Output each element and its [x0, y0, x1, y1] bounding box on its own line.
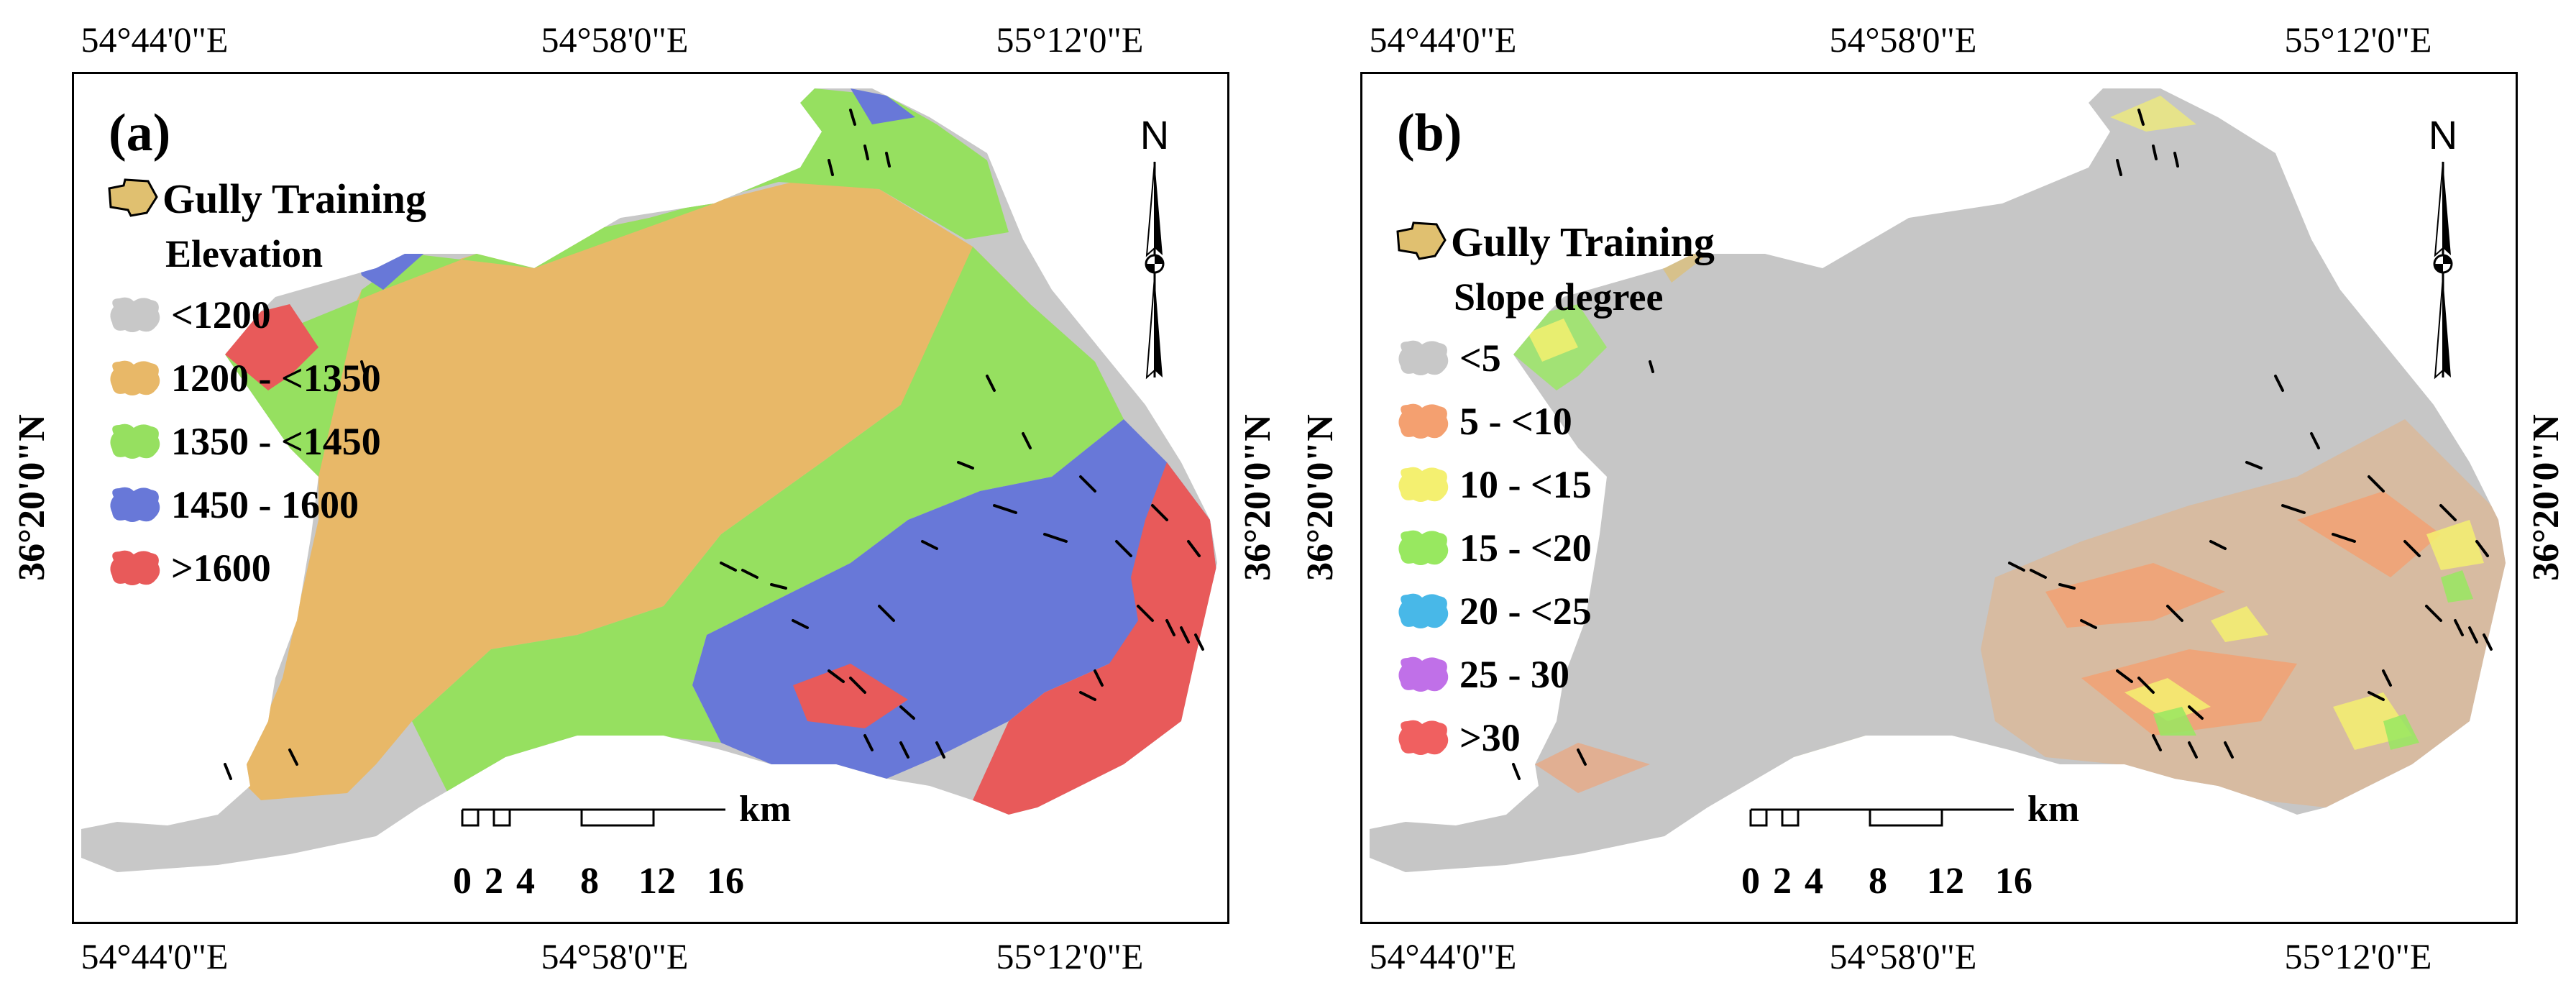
gully-training-marks: [1512, 109, 2493, 780]
scale-bar-graphic: [461, 808, 725, 827]
map-frame: (b) Gully Training Slope degree <5 5 - <1…: [1360, 72, 2518, 924]
scale-bar: 0 2 4 8 12 16 km: [1741, 789, 2240, 922]
legend-item-label: <1200: [171, 293, 271, 337]
legend-item-label: 25 - 30: [1459, 653, 1569, 696]
legend: Gully Training Elevation <1200 1200 - <13…: [106, 171, 426, 600]
panel-label: (b): [1397, 104, 1462, 162]
scale-tick-label: 0: [1741, 861, 1760, 902]
legend-swatch-icon: [1398, 593, 1449, 628]
scale-tick-label: 8: [580, 861, 599, 902]
scale-bar: 0 2 4 8 12 16 km: [453, 789, 951, 922]
elevation-map: [81, 88, 1217, 872]
elevation-map-panel: 54°44'0"E 54°58'0"E 55°12'0"E 54°44'0"E …: [12, 19, 1278, 976]
legend-item: 10 - <15: [1395, 453, 1715, 516]
north-arrow-icon: [2433, 161, 2453, 380]
legend-item: 25 - 30: [1395, 643, 1715, 706]
legend-item-label: 5 - <10: [1459, 400, 1572, 443]
scale-tick-label: 4: [1805, 861, 1823, 902]
scale-tick-label: 12: [638, 861, 676, 902]
top-lon-label-3: 55°12'0"E: [996, 19, 1144, 60]
legend-item: <1200: [106, 283, 426, 347]
legend-item-label: 1450 - 1600: [171, 483, 359, 526]
gully-training-marks: [224, 109, 1204, 780]
bottom-lon-label-2: 54°58'0"E: [541, 936, 689, 976]
legend-swatch-icon: [110, 550, 160, 585]
legend-heading: Elevation: [165, 232, 324, 275]
bottom-lon-label-1: 54°44'0"E: [1369, 936, 1517, 976]
legend-item-label: 10 - <15: [1459, 463, 1592, 506]
gully-training-swatch-icon: [1396, 221, 1447, 260]
legend-swatch-icon: [1398, 467, 1449, 502]
scale-tick-label: 0: [453, 861, 472, 902]
left-lat-label: 36°20'0"N: [12, 414, 52, 581]
slope-map-panel: 54°44'0"E 54°58'0"E 55°12'0"E 54°44'0"E …: [1288, 0, 2576, 998]
top-lon-label-2: 54°58'0"E: [1829, 19, 1977, 60]
legend-training-row: Gully Training: [106, 171, 426, 226]
legend: Gully Training Slope degree <5 5 - <10 10 …: [1395, 214, 1715, 769]
scale-tick-label: 12: [1927, 861, 1964, 902]
right-lat-label: 36°20'0"N: [2526, 414, 2567, 581]
gully-training-swatch-icon: [108, 178, 158, 217]
top-lon-label-3: 55°12'0"E: [2284, 19, 2432, 60]
legend-item-label: <5: [1459, 337, 1501, 380]
legend-training-label: Gully Training: [162, 175, 426, 222]
legend-item-label: >1600: [171, 546, 271, 590]
legend-swatch-icon: [110, 424, 160, 459]
legend-items: <1200 1200 - <1350 1350 - <1450 1450 - 1600…: [106, 283, 426, 600]
panel-label: (a): [109, 104, 171, 162]
legend-item-label: 1350 - <1450: [171, 420, 381, 463]
scale-unit-label: km: [2027, 789, 2080, 830]
legend-item: 5 - <10: [1395, 390, 1715, 453]
legend-training-row: Gully Training: [1395, 214, 1715, 269]
legend-swatch-icon: [1398, 530, 1449, 565]
scale-tick-label: 4: [516, 861, 535, 902]
legend-swatch-icon: [110, 297, 160, 332]
bottom-lon-label-2: 54°58'0"E: [1829, 936, 1977, 976]
legend-item: 20 - <25: [1395, 580, 1715, 643]
legend-item: 1350 - <1450: [106, 410, 426, 473]
top-lon-label-1: 54°44'0"E: [81, 19, 229, 60]
scale-tick-label: 16: [707, 861, 744, 902]
scale-tick-label: 2: [1773, 861, 1792, 902]
legend-item-label: >30: [1459, 716, 1521, 759]
scale-tick-label: 2: [485, 861, 503, 902]
scale-tick-label: 8: [1869, 861, 1887, 902]
north-arrow-icon: [1145, 161, 1165, 380]
scale-unit-label: km: [739, 789, 792, 830]
north-arrow: N: [1122, 111, 1187, 385]
left-lat-label: 36°20'0"N: [1300, 414, 1341, 581]
slope-map: [1370, 88, 2506, 872]
north-letter: N: [2428, 112, 2458, 157]
bottom-lon-label-3: 55°12'0"E: [996, 936, 1144, 976]
map-frame: (a) Gully Training Elevation <1200 1200 -…: [72, 72, 1229, 924]
legend-swatch-icon: [1398, 720, 1449, 755]
legend-item: >1600: [106, 536, 426, 600]
legend-heading: Slope degree: [1454, 275, 1664, 319]
top-lon-label-1: 54°44'0"E: [1369, 19, 1517, 60]
legend-item: >30: [1395, 706, 1715, 769]
north-arrow: N: [2411, 111, 2475, 385]
bottom-lon-label-3: 55°12'0"E: [2284, 936, 2432, 976]
legend-swatch-icon: [1398, 403, 1449, 439]
scale-tick-label: 16: [1995, 861, 2032, 902]
legend-training-label: Gully Training: [1451, 218, 1715, 265]
north-letter: N: [1140, 112, 1170, 157]
legend-swatch-icon: [110, 487, 160, 522]
legend-swatch-icon: [110, 360, 160, 395]
legend-item: 15 - <20: [1395, 516, 1715, 580]
legend-swatch-icon: [1398, 656, 1449, 692]
legend-item-label: 20 - <25: [1459, 590, 1592, 633]
bottom-lon-label-1: 54°44'0"E: [81, 936, 229, 976]
legend-item: <5: [1395, 326, 1715, 390]
legend-swatch-icon: [1398, 340, 1449, 375]
top-lon-label-2: 54°58'0"E: [541, 19, 689, 60]
legend-item-label: 1200 - <1350: [171, 357, 381, 400]
legend-item-label: 15 - <20: [1459, 526, 1592, 569]
right-lat-label: 36°20'0"N: [1237, 414, 1278, 581]
legend-items: <5 5 - <10 10 - <15 15 - <20 20 - <25 25 - 30…: [1395, 326, 1715, 769]
scale-bar-graphic: [1749, 808, 2014, 827]
legend-item: 1200 - <1350: [106, 347, 426, 410]
legend-item: 1450 - 1600: [106, 473, 426, 536]
